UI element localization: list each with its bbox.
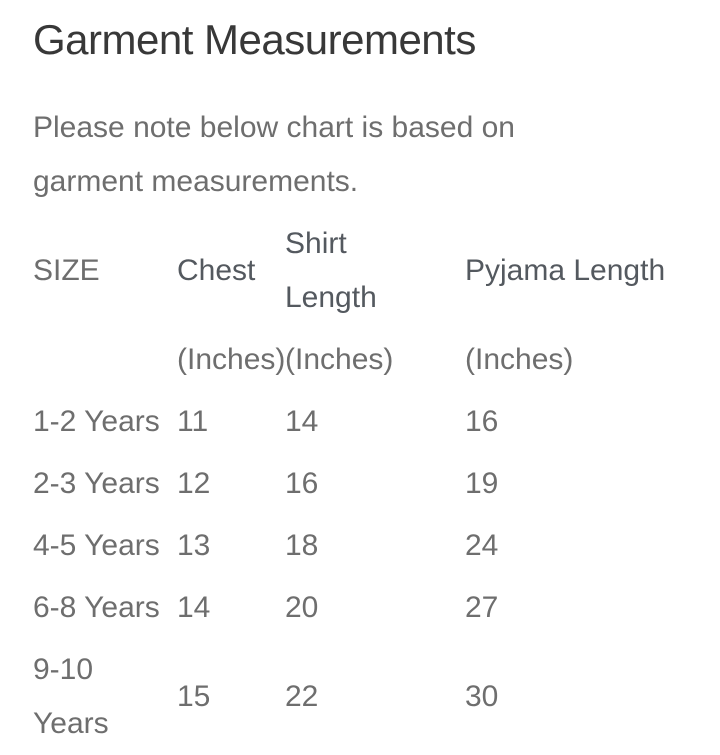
pyjama-length-cell: 24 bbox=[465, 528, 499, 562]
shirt-length-cell: 22 bbox=[285, 679, 319, 713]
size-cell: 6-8 Years bbox=[33, 590, 160, 624]
unit-cell-pyjama-length: (Inches) bbox=[465, 342, 574, 376]
table-row: 1-2 Years 11 14 16 bbox=[33, 391, 687, 453]
column-header-size: SIZE bbox=[33, 253, 100, 287]
unit-cell-shirt-length: (Inches) bbox=[285, 342, 394, 376]
size-cell: 2-3 Years bbox=[33, 466, 160, 500]
chest-cell: 15 bbox=[177, 679, 211, 713]
pyjama-length-cell: 16 bbox=[465, 404, 499, 438]
size-cell: 4-5 Years bbox=[33, 528, 160, 562]
column-header-chest: Chest bbox=[177, 253, 256, 287]
table-row: 4-5 Years 13 18 24 bbox=[33, 515, 687, 577]
table-row: 2-3 Years 12 16 19 bbox=[33, 453, 687, 515]
shirt-length-cell: 18 bbox=[285, 528, 319, 562]
size-cell-label: 9-10 Years bbox=[33, 652, 109, 740]
chest-cell: 11 bbox=[177, 404, 209, 438]
shirt-length-cell: 16 bbox=[285, 466, 319, 500]
table-row: 6-8 Years 14 20 27 bbox=[33, 577, 687, 639]
column-header-shirt-length-label: Shirt Length bbox=[285, 226, 377, 314]
pyjama-length-cell: 30 bbox=[465, 679, 499, 713]
chest-cell: 12 bbox=[177, 466, 211, 500]
chest-cell: 14 bbox=[177, 590, 211, 624]
table-units-row: (Inches) (Inches) (Inches) bbox=[33, 329, 687, 391]
table-row: 9-10 Years 15 22 30 bbox=[33, 639, 687, 755]
unit-cell-chest: (Inches) bbox=[177, 342, 286, 376]
measurement-note-line-2: garment measurements. bbox=[33, 164, 359, 198]
pyjama-length-cell: 19 bbox=[465, 466, 499, 500]
size-cell: 1-2 Years bbox=[33, 404, 160, 438]
shirt-length-cell: 14 bbox=[285, 404, 319, 438]
measurement-note-line-1: Please note below chart is based on bbox=[33, 110, 515, 144]
chest-cell: 13 bbox=[177, 528, 211, 562]
column-header-shirt-length: Shirt Length bbox=[285, 213, 465, 329]
size-cell: 9-10 Years bbox=[33, 639, 177, 755]
measurement-note: Please note below chart is based on garm… bbox=[33, 101, 720, 209]
table-header-row: SIZE Chest Shirt Length Pyjama Length bbox=[33, 213, 687, 329]
column-header-pyjama-length: Pyjama Length bbox=[465, 253, 666, 287]
shirt-length-cell: 20 bbox=[285, 590, 319, 624]
garment-measurements-table: SIZE Chest Shirt Length Pyjama Length (I… bbox=[33, 213, 687, 755]
pyjama-length-cell: 27 bbox=[465, 590, 499, 624]
unit-cell-size bbox=[33, 329, 177, 391]
page-title: Garment Measurements bbox=[33, 16, 476, 63]
